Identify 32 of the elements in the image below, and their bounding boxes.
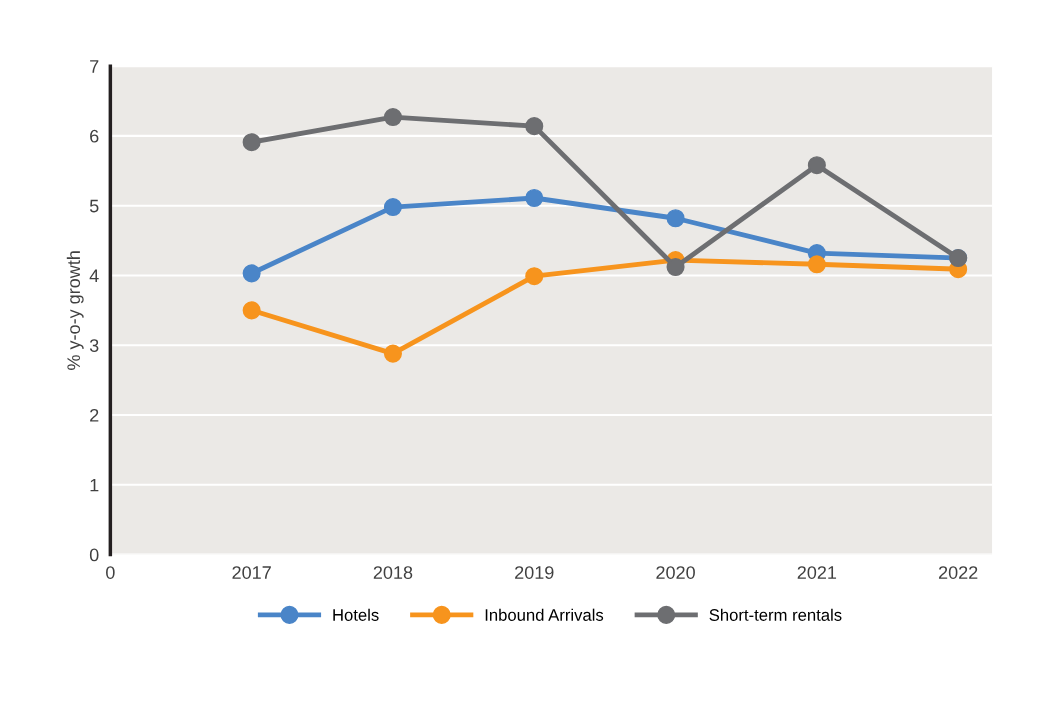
point bbox=[807, 255, 826, 274]
y-tick-label: 4 bbox=[89, 269, 99, 282]
y-tick-label: 7 bbox=[90, 60, 99, 73]
point bbox=[666, 258, 685, 277]
point bbox=[383, 108, 402, 127]
legend-label: Inbound Arrivals bbox=[485, 608, 604, 621]
y-tick-label: 6 bbox=[90, 129, 99, 143]
y-tick-label: 2 bbox=[90, 408, 99, 422]
legend-label: Hotels bbox=[333, 608, 379, 621]
y-axis-title: % y-o-y growth bbox=[66, 251, 84, 370]
x-tick-label: 2020 bbox=[656, 566, 695, 579]
point bbox=[242, 301, 261, 320]
legend-label: Short-term rentals bbox=[709, 608, 842, 621]
y-tick-label: 0 bbox=[89, 548, 99, 562]
y-tick-label: 3 bbox=[89, 339, 99, 352]
x-tick-label: 2021 bbox=[797, 566, 837, 579]
point bbox=[525, 117, 544, 136]
x-tick-label: 2022 bbox=[938, 566, 978, 579]
x-tick-label: 2018 bbox=[373, 566, 413, 579]
x-tick-label: 2019 bbox=[515, 566, 554, 579]
x-tick-label: 0 bbox=[106, 566, 115, 579]
point bbox=[242, 133, 261, 152]
point bbox=[807, 156, 826, 175]
point bbox=[666, 209, 685, 228]
y-tick-label: 1 bbox=[90, 478, 99, 492]
point bbox=[525, 188, 544, 208]
point bbox=[242, 264, 261, 283]
y-tick-label: 5 bbox=[89, 199, 99, 213]
point bbox=[383, 344, 402, 363]
point bbox=[383, 198, 402, 217]
x-tick-label: 2017 bbox=[232, 566, 271, 579]
point bbox=[525, 267, 544, 286]
